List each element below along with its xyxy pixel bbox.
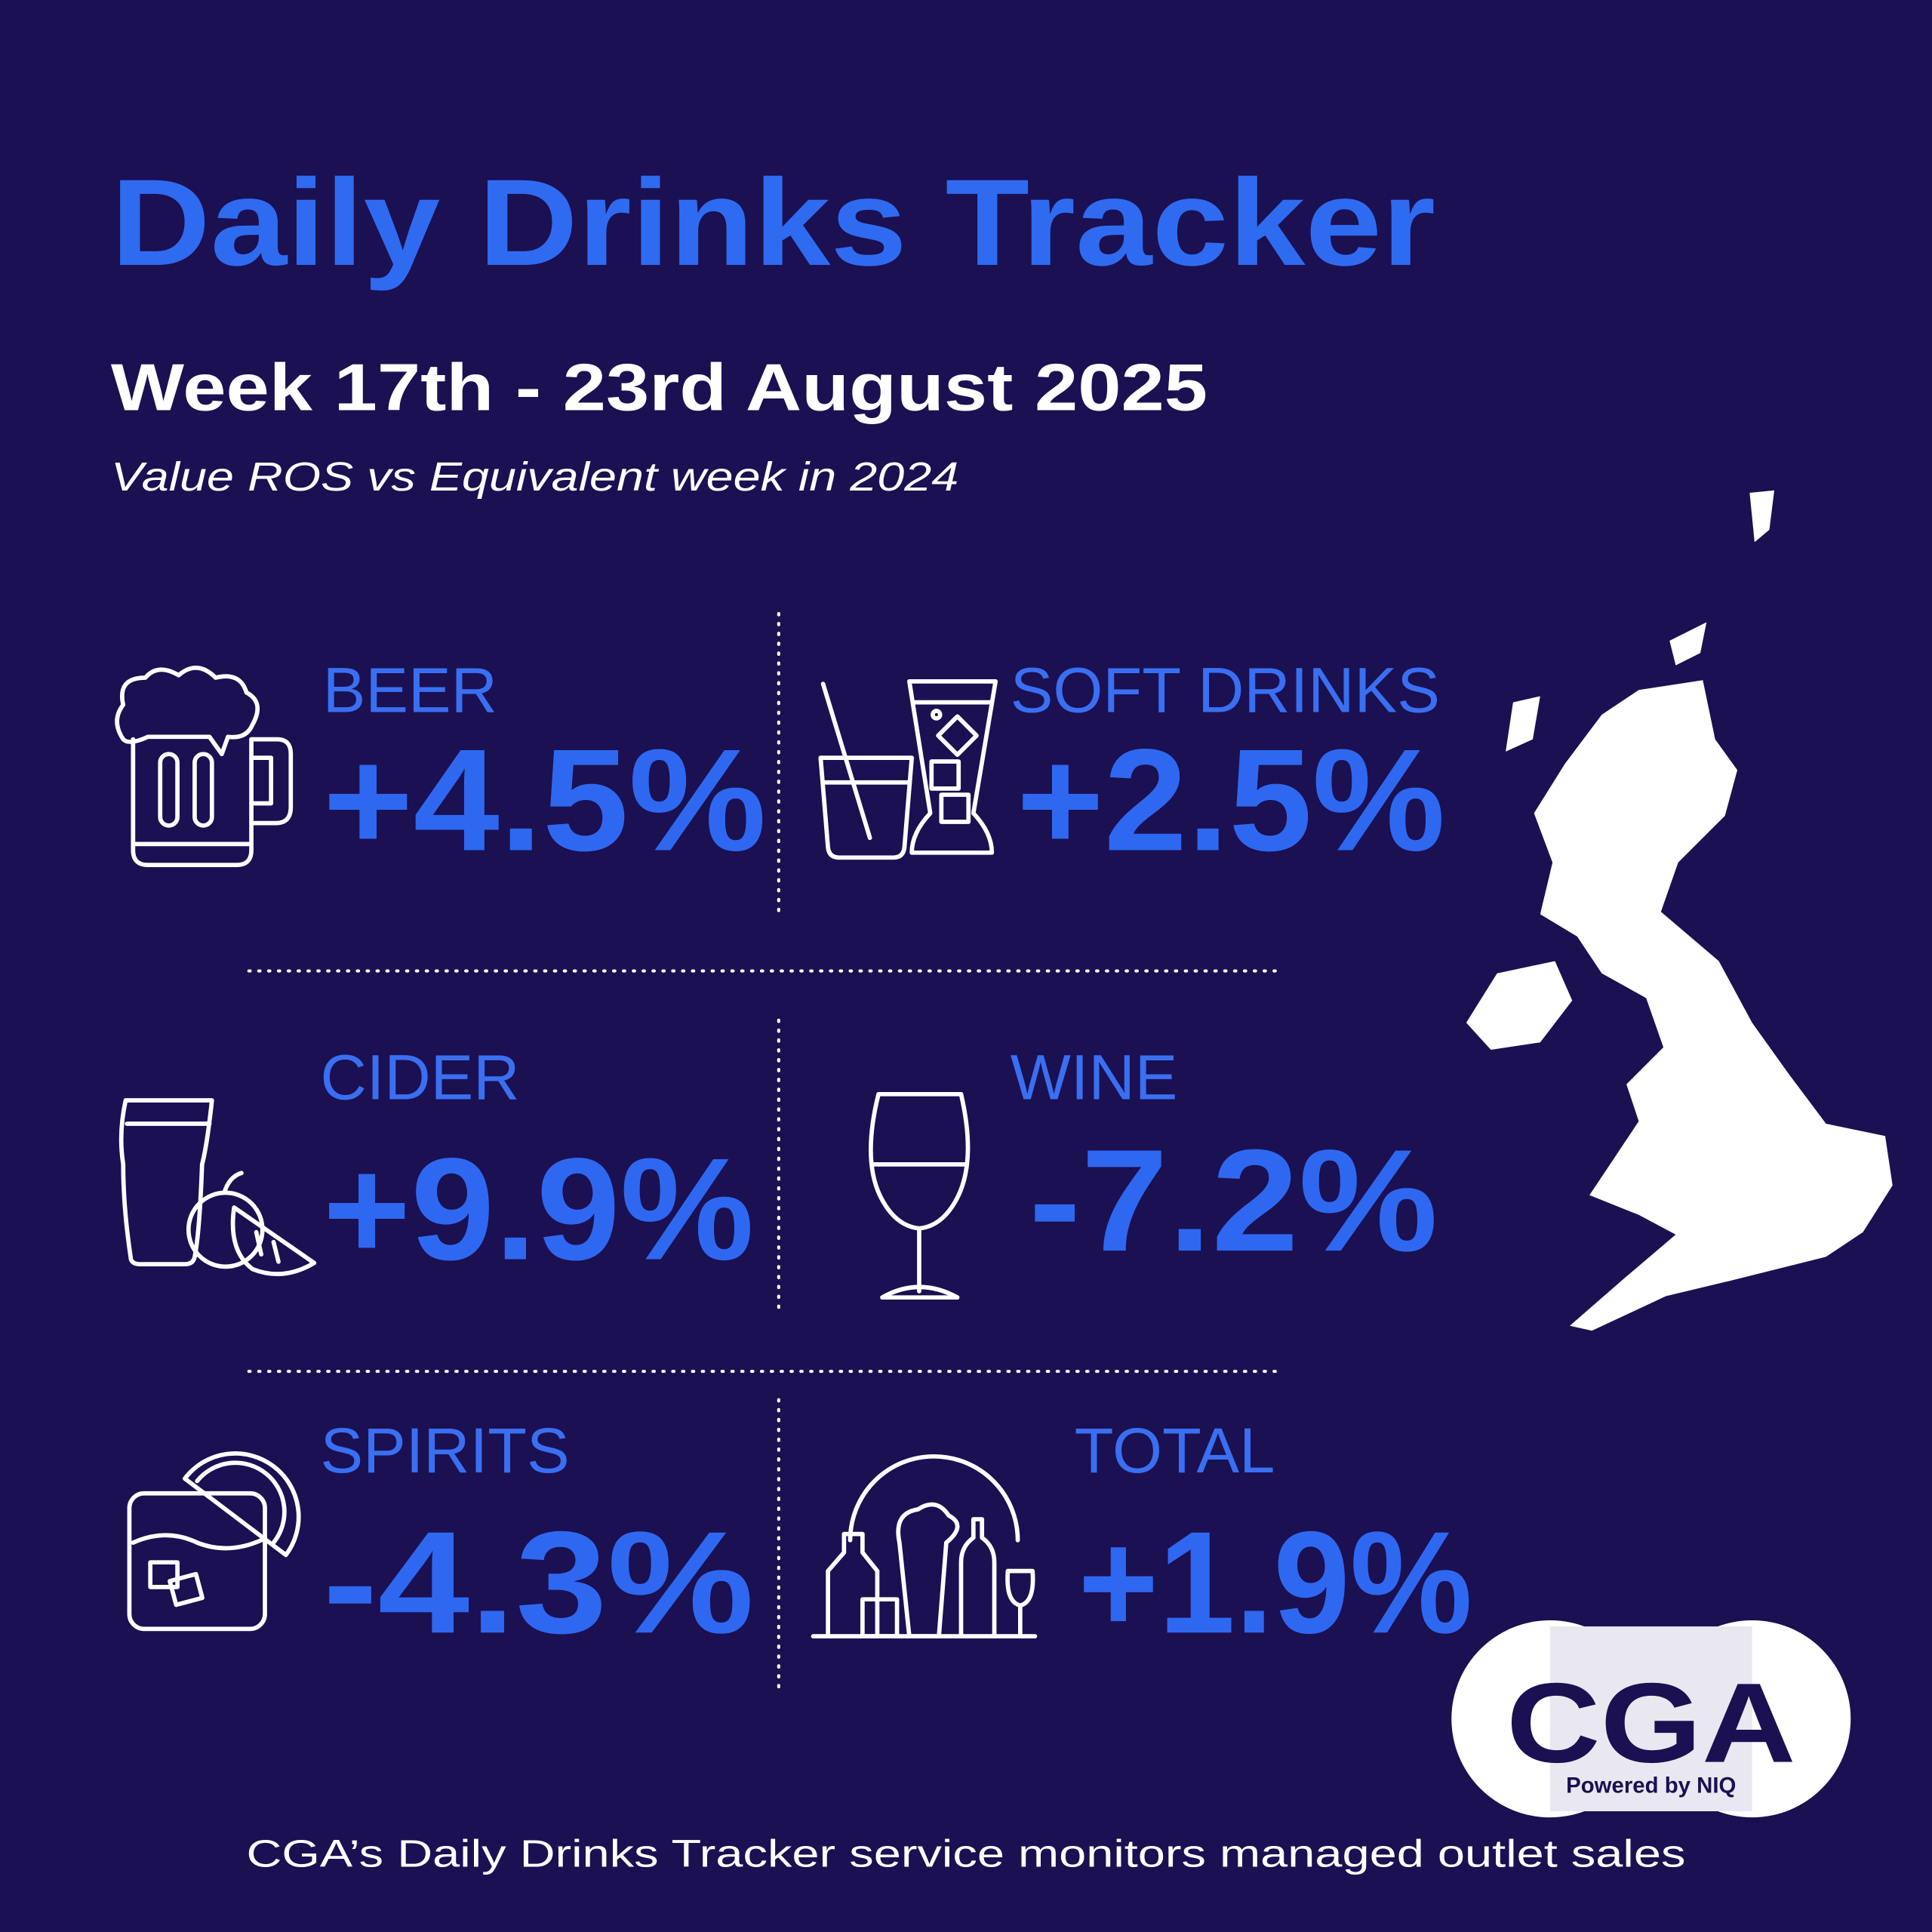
title: Daily Drinks Tracker: [111, 153, 1435, 291]
uk-map: [1466, 490, 1893, 1331]
tile-value: -7.2%: [1029, 1119, 1438, 1281]
wine-icon: [869, 1091, 971, 1300]
logo: CGA Powered by NIQ: [1451, 1620, 1851, 1818]
footer: CGA’s Daily Drinks Tracker service monit…: [247, 1832, 1686, 1875]
tile-value: +9.9%: [323, 1128, 754, 1291]
spirits-icon: [127, 1451, 301, 1632]
tile-value: -4.3%: [323, 1501, 754, 1663]
tile-value: +4.5%: [323, 719, 767, 881]
cider-icon: [118, 1098, 317, 1277]
logo-name: CGA: [1506, 1660, 1796, 1786]
tile-label: TOTAL: [1075, 1414, 1275, 1486]
tile-value: +1.9%: [1078, 1501, 1472, 1663]
tile-label: SPIRITS: [320, 1414, 569, 1486]
subtitle: Week 17th - 23rd August 2025: [111, 350, 1208, 425]
tile-value: +2.5%: [1017, 719, 1445, 881]
note: Value ROS vs Equivalent week in 2024: [111, 454, 958, 500]
total-icon: [811, 1454, 1038, 1639]
logo-tagline: Powered by NIQ: [1566, 1774, 1736, 1798]
tile-label: WINE: [1011, 1041, 1178, 1112]
tile-label: CIDER: [320, 1041, 519, 1112]
tile-label: BEER: [323, 654, 497, 726]
tile-label: SOFT DRINKS: [1011, 654, 1440, 726]
beer-icon: [115, 666, 294, 867]
soft-drinks-icon: [818, 679, 998, 860]
logo-band: [1549, 1626, 1752, 1811]
